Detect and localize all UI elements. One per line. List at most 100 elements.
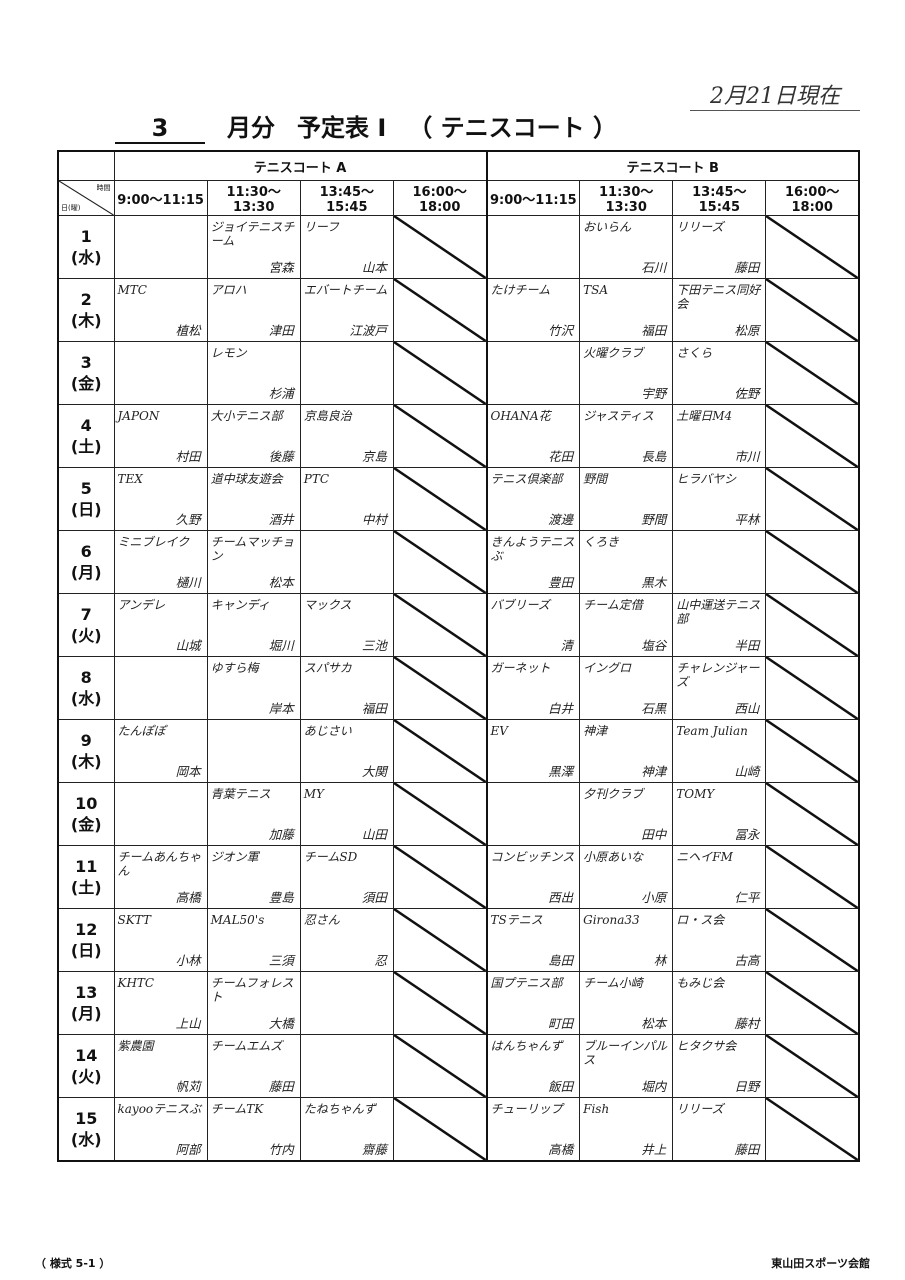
team-name: 山中運送テニス部 — [676, 598, 761, 626]
representative: 石黒 — [641, 701, 667, 716]
representative: 平林 — [734, 512, 760, 527]
closed-slash-icon — [766, 846, 858, 908]
representative: 西山 — [734, 701, 760, 716]
closed-slash-icon — [766, 342, 858, 404]
closed-slot — [765, 782, 860, 846]
representative: 高橋 — [548, 1142, 574, 1157]
representative: 白井 — [548, 701, 574, 716]
team-name: 土曜日M4 — [676, 409, 733, 423]
booking-cell: 山中運送テニス部半田 — [672, 593, 767, 657]
time-header: 11:30～13:30 — [206, 180, 301, 216]
closed-slot — [765, 593, 860, 657]
team-name: TSテニス — [490, 913, 543, 927]
day-number: 2 — [80, 290, 92, 309]
day-row: 11 (土) チームあんちゃん 高橋 ジオン軍 豊島 チームSD 須田 コンビッチンス 西出 小原あ… — [57, 845, 860, 909]
facility-title: （ テニスコート ） — [408, 114, 618, 142]
team-name: バブリーズ — [490, 598, 550, 612]
team-name: ヒラバヤシ — [676, 472, 737, 486]
representative: 樋川 — [175, 575, 201, 590]
closed-slash-icon — [766, 1098, 858, 1160]
empty-slot — [299, 1034, 394, 1098]
booking-cell: 小原あいな 小原 — [579, 845, 674, 909]
team-name: チームマッチョン — [210, 535, 295, 563]
closed-slot — [392, 719, 488, 783]
empty-slot — [113, 341, 208, 405]
closed-slash-icon — [394, 216, 486, 278]
time-header: 9:00～11:15 — [485, 180, 581, 216]
closed-slot — [392, 404, 488, 468]
representative: 堀内 — [641, 1079, 667, 1094]
team-name: はんちゃんず — [490, 1039, 563, 1053]
closed-slot — [765, 530, 860, 594]
closed-slot — [765, 908, 860, 972]
court-a-header: テニスコート A — [113, 150, 487, 181]
closed-slash-icon — [766, 216, 858, 278]
day-number: 15 — [75, 1109, 98, 1128]
day-cell: 11 (土) — [57, 845, 115, 909]
booking-cell: たんぽぽ 岡本 — [113, 719, 208, 783]
representative: 山田 — [361, 827, 387, 842]
booking-cell: チームSD 須田 — [299, 845, 394, 909]
closed-slot — [765, 341, 860, 405]
representative: 松本 — [641, 1016, 667, 1031]
closed-slash-icon — [394, 1035, 486, 1097]
team-name: 国プテニス部 — [490, 976, 563, 990]
weekday: (火) — [70, 1067, 102, 1086]
closed-slash-icon — [766, 783, 858, 845]
team-name: Girona33 — [583, 913, 640, 927]
day-cell: 5 (日) — [57, 467, 115, 531]
team-name: 夕刊クラブ — [583, 787, 644, 801]
day-number: 9 — [80, 731, 92, 750]
team-name: 神津 — [583, 724, 608, 738]
representative: 宇野 — [641, 386, 667, 401]
closed-slot — [765, 1034, 860, 1098]
closed-slot — [392, 656, 488, 720]
corner-time-label: 時間 — [96, 184, 111, 192]
team-name: Team Julian — [676, 724, 748, 738]
representative: 三池 — [361, 638, 387, 653]
time-header: 13:45～15:45 — [672, 180, 767, 216]
booking-cell: イングロ 石黒 — [579, 656, 674, 720]
day-number: 11 — [75, 857, 98, 876]
representative: 京島 — [361, 449, 387, 464]
representative: 小林 — [175, 953, 201, 968]
team-name: アロハ — [210, 283, 247, 297]
time-header: 11:30～13:30 — [579, 180, 674, 216]
booking-cell: ロ・ス会 古高 — [672, 908, 767, 972]
booking-cell: コンビッチンス 西出 — [485, 845, 581, 909]
closed-slot — [392, 971, 488, 1035]
day-number: 3 — [80, 353, 92, 372]
day-cell: 4 (土) — [57, 404, 115, 468]
team-name: あじさい — [303, 724, 352, 738]
closed-slash-icon — [394, 657, 486, 719]
representative: 豊田 — [548, 575, 574, 590]
booking-cell: リーフ 山本 — [299, 215, 394, 279]
day-number: 13 — [75, 983, 98, 1002]
closed-slot — [765, 404, 860, 468]
closed-slash-icon — [394, 468, 486, 530]
day-number: 4 — [80, 416, 92, 435]
team-name: ゆすら梅 — [210, 661, 259, 675]
booking-cell: チームフォレスト 大橋 — [206, 971, 301, 1035]
closed-slot — [392, 278, 488, 342]
representative: 古高 — [734, 953, 760, 968]
representative: 村田 — [175, 449, 201, 464]
booking-cell: 青葉テニス 加藤 — [206, 782, 301, 846]
representative: 半田 — [734, 638, 760, 653]
weekday: (日) — [70, 500, 102, 519]
representative: 竹沢 — [548, 323, 574, 338]
team-name: ミニブレイク — [117, 535, 190, 549]
closed-slot — [392, 467, 488, 531]
closed-slash-icon — [766, 1035, 858, 1097]
team-name: チームSD — [303, 850, 358, 864]
booking-cell: Fish 井上 — [579, 1097, 674, 1162]
booking-cell: もみじ会 藤村 — [672, 971, 767, 1035]
booking-cell: チームマッチョン 松本 — [206, 530, 301, 594]
closed-slash-icon — [394, 1098, 486, 1160]
form-number: （ 様式 5-1 ） — [35, 1257, 111, 1270]
day-cell: 6 (月) — [57, 530, 115, 594]
representative: 黒澤 — [548, 764, 574, 779]
day-row: 9 (木) たんぽぽ 岡本 あじさい 大関 EV 黒澤 神津 神津 Team Julian 山崎 — [57, 719, 860, 783]
weekday: (火) — [70, 626, 102, 645]
representative: 竹内 — [268, 1142, 294, 1157]
